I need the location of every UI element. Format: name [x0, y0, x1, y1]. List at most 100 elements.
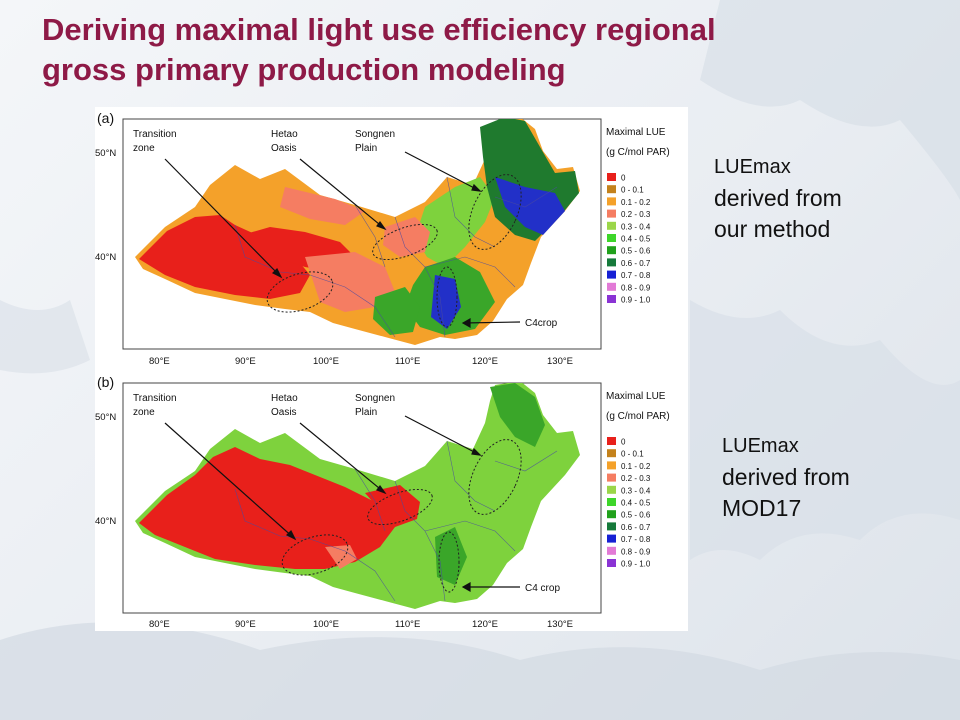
panel-a-lon-130: 130°E — [547, 356, 573, 367]
panel-b-legend-swatch — [607, 473, 616, 482]
panel-a-legend-label: 0 — [621, 174, 626, 183]
panel-b-green-ne — [490, 383, 545, 447]
panel-b-legend-swatch — [607, 534, 616, 543]
panel-a-lon-120: 120°E — [472, 356, 498, 367]
panel-a-hetao-ellipse — [372, 223, 438, 261]
panel-a-arrows — [164, 151, 521, 329]
panel-b-legend-swatch — [607, 449, 616, 458]
panel-a-label: (a) — [97, 110, 114, 126]
panel-a-legend-label: 0.6 - 0.7 — [621, 259, 651, 268]
panel-a-legend-swatch — [607, 197, 616, 206]
caption-b-line-1: LUEmax — [722, 435, 799, 457]
panel-a-c4-ellipse — [436, 266, 458, 328]
panel-b-red-hetao — [365, 485, 420, 527]
panel-b-legend-swatch — [607, 485, 616, 494]
panel-b-legend-label: 0.3 - 0.4 — [621, 486, 651, 495]
panel-a-legend-label: 0.1 - 0.2 — [621, 198, 651, 207]
panel-a-legend-swatch — [607, 270, 616, 279]
panel-a-legend-swatch — [607, 246, 616, 255]
panel-b-lon-110: 110°E — [395, 619, 420, 630]
panel-a-borders — [234, 176, 558, 338]
panel-a-blue-ne — [495, 177, 565, 235]
panel-a-legend-label: 0.9 - 1.0 — [621, 296, 651, 305]
lue-figure: (a) — [95, 107, 688, 631]
panel-a-legend-label: 0.2 - 0.3 — [621, 210, 651, 219]
panel-a-crop-label: C4crop — [525, 318, 558, 329]
panel-a-region-songnen: Songnen — [355, 129, 395, 140]
panel-b-legend-label: 0.8 - 0.9 — [621, 547, 651, 556]
panel-b-borders — [234, 440, 558, 602]
panel-b: (b) — [95, 374, 670, 630]
panel-b-hetao-ellipse — [367, 488, 433, 526]
panel-b-region-zone: zone — [133, 407, 155, 418]
panel-a-lon-110: 110°E — [395, 356, 420, 367]
panel-b-region-songnen: Songnen — [355, 393, 395, 404]
panel-a-map — [135, 119, 580, 345]
panel-a-region-plain: Plain — [355, 143, 377, 154]
panel-a-legend-swatch — [607, 221, 616, 230]
panel-a-lon-80: 80°E — [149, 356, 170, 367]
panel-a-legend-swatch — [607, 258, 616, 267]
panel-b-legend: Maximal LUE (g C/mol PAR) 0 0 - 0.1 0.1 - … — [606, 391, 670, 569]
title-line-1: Deriving maximal light use efficiency re… — [42, 12, 716, 47]
panel-b-lon-80: 80°E — [149, 619, 170, 630]
caption-a-line-1: LUEmax — [714, 156, 791, 178]
panel-b-salmon-patch — [325, 545, 357, 569]
panel-b-lon-90: 90°E — [235, 619, 256, 630]
panel-a-songnen-ellipse — [468, 174, 522, 250]
panel-b-lat-40: 40°N — [95, 516, 116, 527]
panel-b-legend-label: 0.9 - 1.0 — [621, 560, 651, 569]
panel-b-crop-label: C4 crop — [525, 583, 560, 594]
panel-a-salmon-hetao — [383, 217, 430, 257]
panel-a-legend: Maximal LUE (g C/mol PAR) 0 0 - 0.1 0.1 - … — [606, 127, 670, 305]
panel-a-region-oasis: Oasis — [271, 143, 297, 154]
panel-b-legend-swatch — [607, 461, 616, 470]
panel-b-songnen-ellipse — [468, 439, 522, 515]
panel-a-region-zone: zone — [133, 143, 155, 154]
panel-b-lat-50: 50°N — [95, 412, 116, 423]
panel-a-legend-swatch — [607, 185, 616, 194]
panel-a-legend-label: 0.4 - 0.5 — [621, 235, 651, 244]
panel-a-lat-40: 40°N — [95, 252, 116, 263]
panel-b-legend-label: 0 - 0.1 — [621, 450, 644, 459]
panel-b-legend-swatch — [607, 522, 616, 531]
panel-a-salmon-zone — [305, 252, 395, 312]
slide-title: Deriving maximal light use efficiency re… — [42, 10, 902, 90]
panel-a-legend-label: 0.8 - 0.9 — [621, 283, 651, 292]
panel-a-legend-label: 0.5 - 0.6 — [621, 247, 651, 256]
panel-a-legend-swatch — [607, 282, 616, 291]
panel-a-legend-title-2: (g C/mol PAR) — [606, 147, 670, 158]
panel-b-legend-swatch — [607, 546, 616, 555]
panel-b-legend-label: 0 — [621, 438, 626, 447]
panel-b-arrows — [164, 415, 520, 593]
panel-b-region-transition: Transition — [133, 393, 177, 404]
panel-b-legend-label: 0.1 - 0.2 — [621, 462, 651, 471]
panel-b-legend-swatch — [607, 559, 616, 567]
panel-b-legend-label: 0.2 - 0.3 — [621, 474, 651, 483]
panel-a-legend-swatch — [607, 173, 616, 181]
lue-figure-svg: (a) — [95, 110, 670, 630]
panel-b-c4-ellipse — [438, 531, 460, 593]
panel-a-legend-label: 0.7 - 0.8 — [621, 271, 651, 280]
panel-b-label: (b) — [97, 374, 114, 390]
panel-a-legend-label: 0 - 0.1 — [621, 186, 644, 195]
panel-a-red-west — [139, 215, 310, 299]
panel-a-green-sw — [373, 287, 420, 335]
panel-a-lat-50: 50°N — [95, 148, 116, 159]
panel-b-legend-label: 0.4 - 0.5 — [621, 499, 651, 508]
panel-b-region-oasis: Oasis — [271, 407, 297, 418]
panel-a-c4-blue — [431, 275, 461, 329]
panel-b-legend-label: 0.6 - 0.7 — [621, 523, 651, 532]
panel-a-legend-swatch — [607, 209, 616, 218]
panel-b-legend-swatch — [607, 498, 616, 506]
panel-b-lon-130: 130°E — [547, 619, 573, 630]
title-line-2: gross primary production modeling — [42, 52, 566, 87]
panel-b-lon-120: 120°E — [472, 619, 498, 630]
panel-b-region-plain: Plain — [355, 407, 377, 418]
caption-a-line-3: our method — [714, 216, 831, 242]
panel-b-legend-label: 0.7 - 0.8 — [621, 535, 651, 544]
panel-a-lon-90: 90°E — [235, 356, 256, 367]
panel-b-red-west — [139, 447, 395, 569]
panel-b-legend-title-2: (g C/mol PAR) — [606, 411, 670, 422]
panel-a-legend-title-1: Maximal LUE — [606, 127, 666, 138]
